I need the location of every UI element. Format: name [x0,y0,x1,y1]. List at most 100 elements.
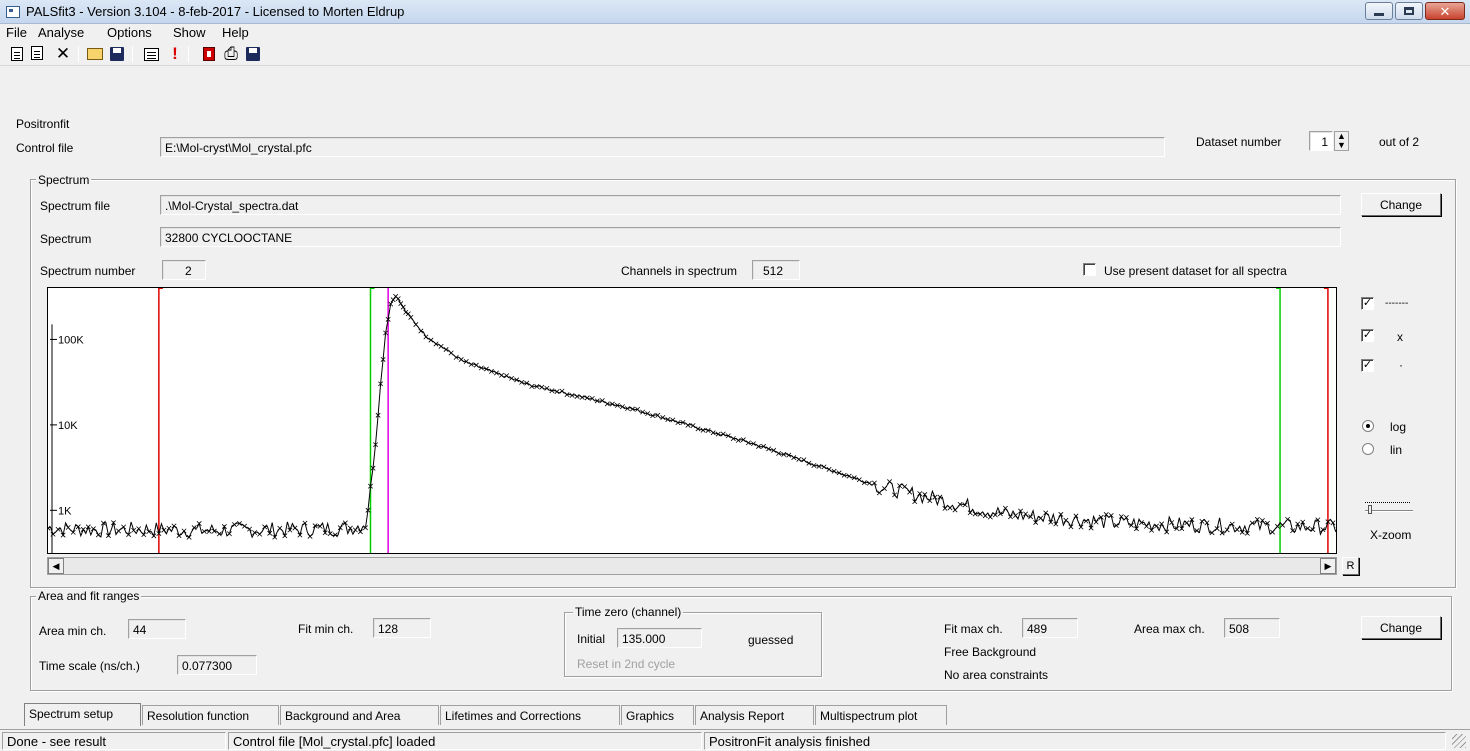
timescale-label: Time scale (ns/ch.) [39,659,140,673]
save-icon[interactable] [108,45,126,63]
spectrum-file-field[interactable]: .\Mol-Crystal_spectra.dat [160,195,1341,215]
menu-show[interactable]: Show [173,25,206,40]
lin-scale-radio[interactable] [1362,443,1374,455]
timescale-field[interactable]: 0.077300 [177,655,257,675]
data-point [1028,514,1034,520]
spectrum-plot[interactable]: 100K 10K 1K [47,287,1337,554]
spectrum-change-button[interactable]: Change [1361,193,1441,216]
tab-multispectrum-plot[interactable]: Multispectrum plot [815,705,947,725]
reset-zoom-button[interactable]: R [1342,557,1359,575]
open-folder-icon[interactable] [86,45,104,63]
tab-lifetimes-corrections[interactable]: Lifetimes and Corrections [440,705,620,725]
scroll-left-icon[interactable]: ◀ [48,558,64,574]
show-line-checkbox[interactable]: ✓ [1361,297,1374,310]
data-point [378,381,384,387]
xzoom-label: X-zoom [1370,528,1412,542]
data-point [1038,515,1044,521]
data-point [690,423,696,429]
tab-resolution-function[interactable]: Resolution function [142,705,279,725]
spectrum-number-field[interactable]: 2 [162,260,206,280]
use-all-spectra-checkbox[interactable] [1083,263,1096,276]
maximize-button[interactable] [1395,2,1423,20]
data-point [1149,527,1155,533]
scroll-right-icon[interactable]: ▶ [1320,558,1336,574]
tab-graphics[interactable]: Graphics [621,705,694,725]
area-min-field[interactable]: 44 [128,619,186,639]
plot-scrollbar[interactable]: ◀ ▶ [47,557,1337,575]
data-point [932,494,938,500]
data-point [405,311,411,317]
data-point [368,483,373,489]
data-point [1214,526,1220,532]
data-point [1285,516,1291,522]
data-point [947,505,953,511]
data-point [625,406,630,412]
data-point [937,494,943,500]
menu-help[interactable]: Help [222,25,249,40]
print-icon[interactable]: ⎙ [224,44,238,63]
spectrum-name-field[interactable]: 32800 CYCLOOCTANE [160,227,1341,247]
data-point [1249,520,1255,526]
data-point [962,502,968,508]
data-point [226,531,232,537]
new-file-icon[interactable] [8,45,26,63]
report-icon[interactable] [200,45,218,63]
xzoom-slider-thumb[interactable] [1368,505,1372,514]
ranges-change-button[interactable]: Change [1361,616,1441,639]
data-point [967,510,973,516]
minimize-button[interactable] [1365,2,1393,20]
control-file-field[interactable]: E:\Mol-cryst\Mol_crystal.pfc [160,137,1165,157]
menu-file[interactable]: File [6,25,27,40]
xzoom-slider[interactable] [1365,510,1413,512]
fit-min-field[interactable]: 128 [373,618,431,638]
data-point [831,468,837,474]
data-point [196,521,202,527]
tab-background-area[interactable]: Background and Area [280,705,439,725]
data-point [630,406,636,412]
data-point [383,330,389,336]
data-point [1128,522,1134,528]
initial-field[interactable]: 135.000 [617,628,702,648]
dataset-number-field[interactable]: 1 [1309,131,1333,151]
data-point [1113,523,1119,528]
data-point [806,460,812,466]
tab-spectrum-setup[interactable]: Spectrum setup [24,703,141,726]
close-button[interactable]: ✕ [1425,2,1465,20]
title-bar[interactable]: PALSfit3 - Version 3.104 - 8-feb-2017 - … [0,0,1470,24]
data-point [297,532,303,538]
area-max-field[interactable]: 508 [1224,618,1280,638]
calculator-icon[interactable] [142,45,160,63]
tab-analysis-report[interactable]: Analysis Report [695,705,814,725]
data-point [856,477,862,483]
data-point [141,532,147,538]
data-point [952,507,958,513]
copy-icon[interactable] [30,45,48,63]
channels-field[interactable]: 512 [752,260,800,280]
exclamation-icon[interactable]: ! [172,44,178,63]
menu-options[interactable]: Options [107,25,152,40]
log-scale-radio[interactable] [1362,420,1374,432]
data-point [1108,512,1114,518]
menu-analyse[interactable]: Analyse [38,25,85,40]
fit-max-field[interactable]: 489 [1022,618,1078,638]
show-x-checkbox[interactable]: ✓ [1361,329,1374,342]
show-dot-checkbox[interactable]: ✓ [1361,359,1374,372]
data-point [1093,519,1099,525]
delete-icon[interactable]: ✕ [55,44,71,63]
data-point [111,520,116,526]
resize-grip-icon[interactable] [1452,734,1466,748]
data-point [1305,525,1311,531]
data-point [468,361,474,367]
data-point [992,512,998,518]
data-point [332,532,338,538]
data-point [957,501,963,507]
dataset-spinner[interactable]: ▲ ▼ [1334,131,1349,151]
area-max-label: Area max ch. [1134,622,1205,636]
save-icon[interactable] [244,45,262,63]
data-point [478,365,484,371]
spectrum-group-title: Spectrum [36,173,92,187]
y-tick-label: 100K [58,334,84,346]
data-point [1199,518,1205,524]
data-point [1310,527,1316,533]
data-point [987,514,993,520]
